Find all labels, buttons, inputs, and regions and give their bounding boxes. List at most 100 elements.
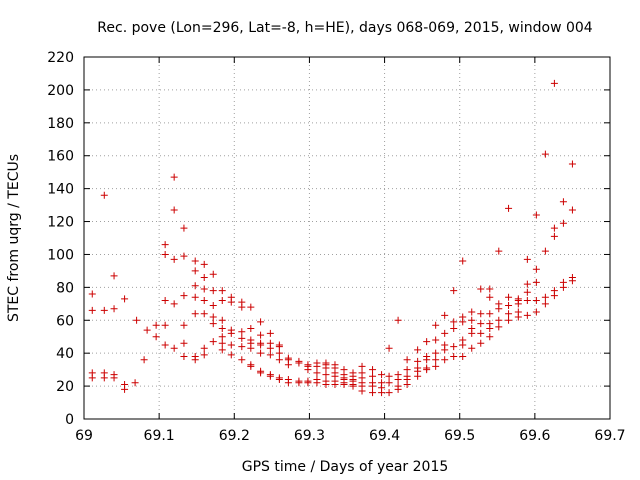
- data-point: [100, 306, 108, 314]
- data-point: [541, 300, 549, 308]
- data-point: [477, 310, 485, 318]
- data-point: [110, 305, 118, 313]
- data-point: [550, 292, 558, 300]
- data-point: [486, 325, 494, 332]
- grid: [84, 57, 610, 419]
- data-point: [161, 241, 169, 249]
- y-tick-label: 80: [56, 280, 74, 296]
- data-point: [378, 371, 386, 379]
- data-point: [423, 366, 431, 374]
- data-point: [191, 293, 199, 301]
- data-point: [568, 160, 576, 168]
- data-point: [238, 343, 246, 351]
- data-point: [266, 351, 274, 359]
- data-point: [532, 211, 540, 219]
- data-point: [140, 356, 148, 364]
- data-point: [432, 356, 440, 364]
- data-point: [541, 293, 549, 301]
- data-point: [191, 267, 199, 275]
- data-point: [180, 292, 188, 300]
- data-point: [432, 336, 440, 344]
- data-point: [322, 371, 330, 379]
- data-point: [468, 316, 476, 324]
- data-point: [505, 316, 513, 324]
- data-point: [200, 285, 208, 293]
- data-point: [495, 305, 503, 313]
- data-point: [505, 301, 513, 309]
- data-point: [275, 343, 283, 351]
- data-point: [477, 320, 485, 328]
- data-point: [257, 349, 265, 357]
- data-point: [505, 310, 513, 318]
- data-point: [218, 316, 226, 324]
- data-point: [121, 295, 129, 303]
- x-tick-label: 69.7: [594, 428, 625, 444]
- x-tick-label: 69.6: [519, 428, 550, 444]
- data-point: [450, 343, 458, 351]
- data-point: [523, 288, 531, 296]
- data-point: [295, 379, 303, 387]
- data-point: [266, 372, 274, 380]
- data-point: [218, 346, 226, 354]
- data-point: [170, 173, 178, 181]
- data-point: [450, 287, 458, 295]
- y-tick-label: 20: [56, 379, 74, 395]
- data-point: [495, 247, 503, 255]
- data-point: [257, 318, 265, 326]
- data-point: [459, 352, 467, 360]
- data-point: [459, 318, 467, 326]
- data-point: [541, 150, 549, 158]
- data-point: [532, 308, 540, 316]
- data-point: [523, 255, 531, 263]
- data-point: [304, 379, 312, 387]
- data-point: [532, 278, 540, 286]
- chart-title: Rec. pove (Lon=296, Lat=-8, h=HE), days …: [97, 20, 593, 36]
- data-point: [322, 364, 330, 372]
- data-point: [505, 204, 513, 212]
- data-point: [170, 344, 178, 352]
- data-point: [450, 325, 458, 332]
- data-point: [170, 206, 178, 214]
- data-point: [514, 300, 522, 308]
- data-point: [218, 287, 226, 295]
- x-axis-label: GPS time / Days of year 2015: [242, 459, 449, 475]
- data-point: [209, 287, 217, 295]
- data-point: [459, 341, 467, 349]
- data-point: [358, 362, 366, 370]
- data-point: [191, 310, 199, 318]
- data-point: [209, 301, 217, 309]
- data-point: [200, 351, 208, 359]
- data-point: [369, 389, 377, 397]
- data-point: [385, 344, 393, 352]
- data-point: [486, 293, 494, 301]
- data-point: [200, 297, 208, 305]
- data-point: [414, 346, 422, 354]
- data-point: [313, 369, 321, 377]
- data-point: [161, 250, 169, 258]
- data-point: [378, 389, 386, 397]
- x-tick-label: 69.1: [144, 428, 175, 444]
- data-point: [423, 356, 431, 364]
- data-point: [523, 311, 531, 319]
- data-point: [432, 321, 440, 329]
- data-point: [385, 379, 393, 387]
- y-tick-label: 220: [47, 50, 74, 66]
- data-point: [486, 310, 494, 318]
- data-point: [441, 356, 449, 364]
- data-point: [247, 303, 255, 311]
- data-point: [550, 79, 558, 87]
- data-point: [495, 316, 503, 324]
- y-tick-label: 60: [56, 313, 74, 329]
- data-point: [295, 359, 303, 367]
- data-point: [532, 297, 540, 305]
- data-point: [468, 329, 476, 337]
- data-point: [218, 297, 226, 305]
- data-point: [505, 293, 513, 301]
- data-point: [88, 374, 96, 382]
- data-point: [209, 313, 217, 321]
- data-point: [152, 333, 160, 341]
- data-point: [541, 247, 549, 255]
- data-point: [432, 349, 440, 357]
- data-point: [275, 349, 283, 357]
- data-point: [100, 191, 108, 199]
